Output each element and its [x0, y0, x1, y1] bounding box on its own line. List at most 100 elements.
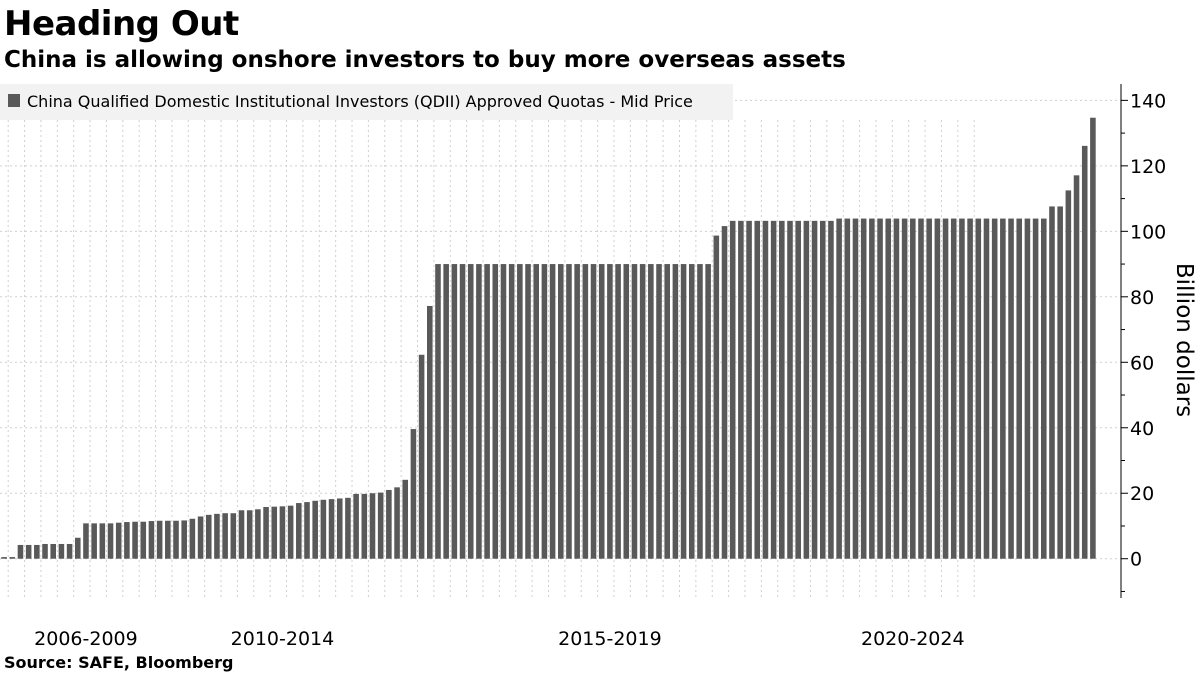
bar — [1008, 218, 1014, 559]
y-axis-label: Billion dollars — [1171, 263, 1197, 417]
bar — [770, 220, 777, 559]
legend-label: China Qualified Domestic Institutional I… — [27, 92, 693, 111]
x-period-label: 2015-2019 — [558, 628, 662, 650]
bar — [181, 520, 187, 559]
bar — [246, 510, 253, 559]
bar — [369, 493, 376, 559]
bar — [296, 503, 302, 559]
bar — [852, 218, 859, 559]
bar — [762, 220, 769, 559]
bar — [9, 557, 16, 559]
bar — [959, 218, 965, 559]
bar — [443, 264, 449, 559]
bar — [558, 264, 564, 559]
bar — [83, 523, 89, 559]
bar — [1073, 175, 1080, 559]
bar — [795, 220, 801, 559]
bar — [255, 509, 261, 559]
bar — [484, 264, 490, 559]
bar — [1090, 117, 1096, 559]
legend-background — [0, 84, 733, 120]
bar — [500, 264, 507, 559]
bar — [574, 264, 580, 559]
bar — [58, 543, 65, 559]
bar — [787, 220, 793, 559]
bar — [435, 264, 441, 559]
y-tick-label: 120 — [1130, 156, 1166, 178]
bar — [467, 264, 474, 559]
bar — [738, 220, 744, 559]
bar — [1016, 218, 1023, 559]
bar — [721, 226, 728, 559]
bar — [353, 493, 359, 559]
bar — [885, 218, 892, 559]
bar — [926, 218, 932, 559]
bar — [386, 489, 392, 559]
bar — [205, 514, 212, 559]
bar — [729, 220, 736, 559]
bar — [42, 543, 48, 559]
bar — [803, 220, 810, 559]
bar — [631, 264, 638, 559]
bar — [99, 523, 106, 559]
chart-title: Heading Out — [4, 4, 239, 44]
bar — [828, 220, 834, 559]
bar — [287, 505, 294, 559]
bar — [197, 516, 204, 559]
bar — [1081, 145, 1088, 559]
bar — [124, 522, 130, 559]
bar — [779, 220, 785, 559]
bar — [222, 513, 228, 559]
bar — [607, 264, 613, 559]
bar — [328, 499, 335, 559]
bar — [189, 518, 196, 559]
bar — [50, 543, 56, 559]
y-tick-label: 0 — [1130, 549, 1142, 571]
bar — [517, 264, 523, 559]
x-axis-period-labels: 2006-2009 2010-2014 2015-2019 2020-2024 — [34, 628, 964, 650]
bar — [320, 499, 327, 559]
bar — [173, 520, 179, 559]
bar — [427, 305, 433, 559]
bar — [869, 218, 875, 559]
bar — [140, 521, 147, 559]
bar — [271, 506, 278, 559]
x-period-label: 2020-2024 — [861, 628, 965, 650]
chart-source: Source: SAFE, Bloomberg — [4, 653, 234, 672]
bar — [525, 264, 531, 559]
y-tick-label: 20 — [1130, 483, 1154, 505]
bar — [893, 218, 900, 559]
bar — [549, 264, 556, 559]
bar — [754, 220, 761, 559]
bar — [942, 218, 949, 559]
bar — [533, 264, 540, 559]
bar — [664, 264, 670, 559]
bar — [697, 264, 703, 559]
y-axis: 0 20 40 60 80 100 120 140 — [1120, 84, 1166, 598]
bar — [623, 264, 630, 559]
bar — [541, 264, 548, 559]
bar — [156, 520, 163, 559]
bar — [17, 544, 24, 559]
bar — [648, 264, 654, 559]
bar — [279, 506, 286, 559]
bar — [238, 510, 245, 559]
y-tick-label: 40 — [1130, 418, 1154, 440]
bar — [819, 220, 826, 559]
bar — [492, 264, 499, 559]
bar — [1000, 218, 1006, 559]
bar — [1024, 218, 1031, 559]
bar — [451, 264, 458, 559]
bar — [901, 218, 908, 559]
bar — [1065, 190, 1072, 559]
bar — [476, 264, 482, 559]
bar — [1032, 218, 1039, 559]
bar — [934, 218, 941, 559]
bar — [656, 264, 662, 559]
bar — [410, 429, 417, 559]
bar — [91, 523, 97, 559]
bar — [811, 220, 818, 559]
bar — [394, 487, 400, 559]
bar — [1041, 218, 1047, 559]
